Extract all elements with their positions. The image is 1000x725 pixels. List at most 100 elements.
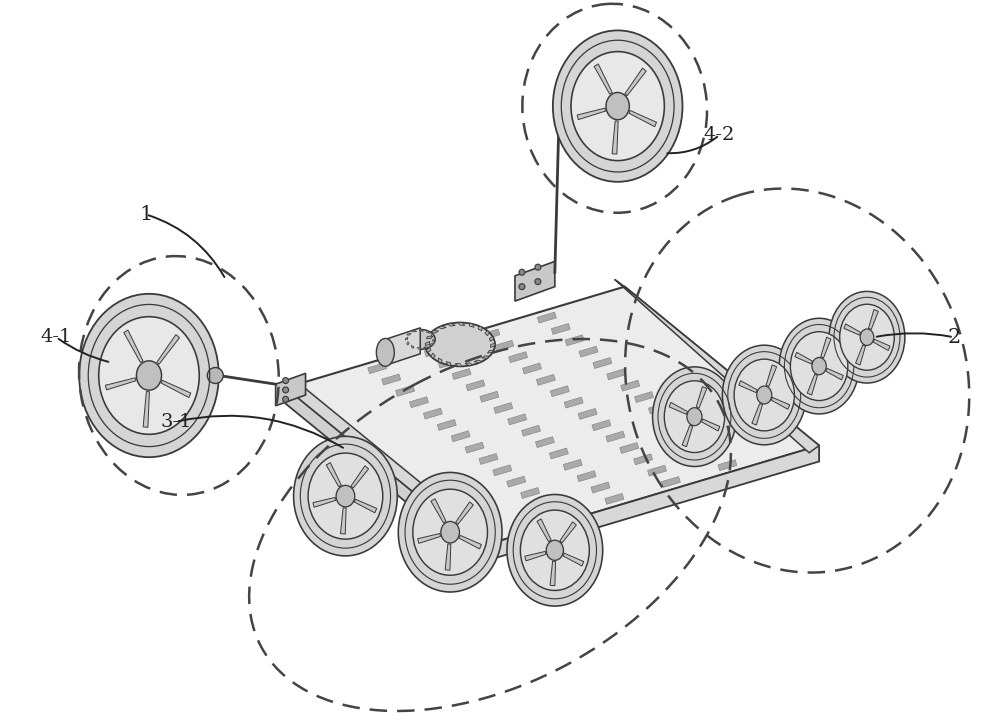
Polygon shape: [446, 362, 451, 365]
Polygon shape: [410, 397, 428, 407]
Polygon shape: [405, 337, 408, 340]
Polygon shape: [385, 328, 420, 365]
Polygon shape: [431, 499, 446, 523]
Text: 4-2: 4-2: [704, 126, 735, 144]
Polygon shape: [448, 323, 455, 326]
Polygon shape: [143, 392, 149, 427]
Polygon shape: [521, 488, 540, 499]
Polygon shape: [424, 346, 443, 357]
Polygon shape: [286, 381, 490, 547]
Ellipse shape: [553, 30, 682, 182]
Polygon shape: [431, 353, 435, 358]
Ellipse shape: [413, 489, 487, 575]
Polygon shape: [493, 465, 512, 476]
Ellipse shape: [535, 264, 541, 270]
Polygon shape: [577, 471, 596, 481]
Polygon shape: [455, 363, 462, 366]
Polygon shape: [508, 414, 527, 425]
Polygon shape: [411, 345, 414, 348]
Polygon shape: [469, 323, 474, 327]
Polygon shape: [634, 454, 653, 465]
Ellipse shape: [812, 357, 826, 375]
Polygon shape: [157, 335, 180, 364]
Polygon shape: [591, 482, 610, 493]
Polygon shape: [525, 552, 546, 561]
Polygon shape: [704, 448, 723, 459]
Polygon shape: [368, 362, 387, 373]
Ellipse shape: [687, 407, 702, 426]
Polygon shape: [276, 373, 306, 406]
Polygon shape: [426, 336, 433, 339]
Polygon shape: [868, 310, 878, 329]
Polygon shape: [480, 392, 499, 402]
Polygon shape: [549, 448, 568, 459]
Polygon shape: [739, 381, 757, 393]
Ellipse shape: [376, 339, 394, 366]
Polygon shape: [417, 347, 421, 349]
Ellipse shape: [507, 494, 603, 606]
Ellipse shape: [283, 387, 289, 393]
Polygon shape: [593, 357, 612, 368]
Polygon shape: [340, 507, 346, 534]
Ellipse shape: [398, 473, 502, 592]
Polygon shape: [615, 279, 819, 453]
Polygon shape: [418, 534, 441, 544]
Polygon shape: [466, 380, 485, 391]
Polygon shape: [771, 397, 790, 410]
Polygon shape: [565, 335, 584, 346]
Polygon shape: [438, 358, 442, 362]
Polygon shape: [326, 463, 341, 486]
Ellipse shape: [520, 510, 589, 590]
Polygon shape: [621, 381, 640, 392]
Polygon shape: [431, 334, 434, 337]
Polygon shape: [605, 494, 624, 505]
Polygon shape: [424, 347, 428, 348]
Polygon shape: [431, 331, 438, 333]
Polygon shape: [690, 437, 709, 448]
Polygon shape: [873, 339, 890, 351]
Ellipse shape: [336, 485, 355, 507]
Ellipse shape: [606, 93, 629, 120]
Ellipse shape: [79, 294, 219, 457]
Polygon shape: [456, 502, 473, 524]
Polygon shape: [459, 535, 481, 549]
Text: 1: 1: [139, 205, 153, 224]
Polygon shape: [535, 499, 553, 510]
Polygon shape: [766, 365, 777, 386]
Polygon shape: [606, 431, 625, 442]
Polygon shape: [826, 368, 843, 380]
Polygon shape: [105, 378, 136, 390]
Ellipse shape: [294, 436, 397, 556]
Polygon shape: [522, 426, 541, 436]
Ellipse shape: [860, 329, 874, 346]
Polygon shape: [629, 110, 657, 127]
Ellipse shape: [519, 283, 525, 290]
Ellipse shape: [757, 386, 772, 404]
Polygon shape: [429, 344, 434, 345]
Polygon shape: [579, 347, 598, 357]
Polygon shape: [494, 402, 513, 413]
Polygon shape: [451, 431, 470, 442]
Ellipse shape: [664, 381, 725, 452]
Polygon shape: [718, 460, 737, 471]
Ellipse shape: [535, 278, 541, 285]
Ellipse shape: [99, 317, 199, 434]
Polygon shape: [465, 362, 473, 365]
Polygon shape: [577, 108, 606, 120]
Polygon shape: [662, 414, 681, 425]
Polygon shape: [458, 323, 465, 326]
Polygon shape: [648, 403, 667, 414]
Polygon shape: [563, 553, 584, 566]
Ellipse shape: [405, 329, 435, 349]
Polygon shape: [423, 408, 442, 419]
Ellipse shape: [840, 304, 894, 370]
Polygon shape: [844, 324, 861, 335]
Ellipse shape: [283, 397, 289, 402]
Polygon shape: [696, 386, 707, 408]
Polygon shape: [485, 331, 489, 336]
Polygon shape: [425, 503, 475, 529]
Polygon shape: [481, 329, 500, 340]
Polygon shape: [495, 341, 514, 351]
Polygon shape: [564, 397, 583, 408]
Polygon shape: [445, 544, 451, 570]
